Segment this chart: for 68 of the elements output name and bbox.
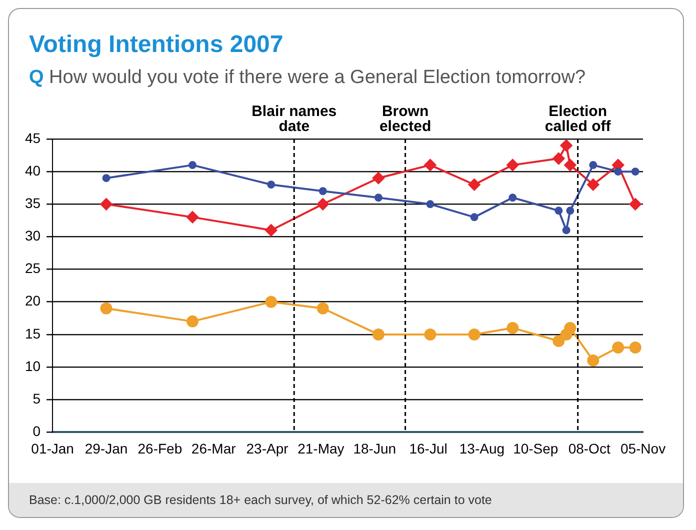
y-tick-label: 30 [24,228,41,244]
point [564,322,576,334]
x-tick-label: 10-Sep [513,440,558,456]
point [564,159,576,172]
y-tick-label: 10 [24,358,41,374]
point [318,187,327,196]
text: Base: c.1,000/2,000 GB residents 18+ each survey, of which 52-62% certain to vote [29,493,492,507]
point [566,206,574,215]
point [612,342,624,354]
x-tick-label: 18-Jun [353,440,396,456]
point [186,211,199,224]
point [372,328,384,340]
point [506,322,519,334]
y-tick-label: 40 [24,162,41,178]
point [100,198,112,210]
point [100,302,112,314]
point [468,328,480,340]
point [631,168,640,176]
x-tick-label: 05-Nov [620,440,666,456]
x-tick-label: 26-Feb [138,440,182,456]
x-tick-label: 16-Jul [409,440,448,456]
point [587,178,600,191]
point [374,194,382,202]
chart-title: Voting Intentions 2007 [28,30,284,59]
point [424,328,436,340]
x-tick-label: 08-Oct [568,440,610,456]
y-tick-label: 0 [32,423,41,440]
point [554,206,563,215]
y-tick-label: 25 [24,260,41,276]
point [587,354,600,367]
point [629,342,642,354]
x-tick-label: 23-Apr [246,440,289,456]
point [470,213,478,222]
point [267,180,276,189]
point [186,315,199,328]
y-tick-label: 45 [24,130,41,146]
point [552,334,565,347]
ref-line-label: Election called off [544,103,612,135]
point [468,178,480,191]
point [316,198,329,210]
point [188,161,197,170]
point [426,200,434,208]
y-tick-label: 15 [24,325,41,342]
ref-line-label: Blair names date [252,103,337,135]
point [508,194,517,202]
x-tick-label: 26-Mar [191,440,236,456]
point [589,161,598,170]
point [372,172,384,184]
point [629,198,642,210]
point [614,168,622,176]
point [562,226,570,234]
point [424,159,436,172]
ref-line-label: Brown elected [379,103,432,135]
point [265,224,278,236]
x-tick-label: 21-May [298,440,344,456]
x-tick-label: 29-Jan [84,440,128,456]
point [560,140,572,152]
point [316,302,329,314]
y-tick-label: 35 [24,195,41,212]
point [265,296,278,308]
x-tick-label: 01-Jan [31,440,74,456]
point [552,152,565,165]
x-tick-label: 13-Aug [459,440,505,456]
y-tick-label: 5 [32,390,41,406]
chart-subtitle: Q How would you vote if there were a General Election tomorrow? [29,67,586,88]
y-tick-label: 20 [24,292,41,309]
point [506,159,519,172]
point [102,174,110,182]
